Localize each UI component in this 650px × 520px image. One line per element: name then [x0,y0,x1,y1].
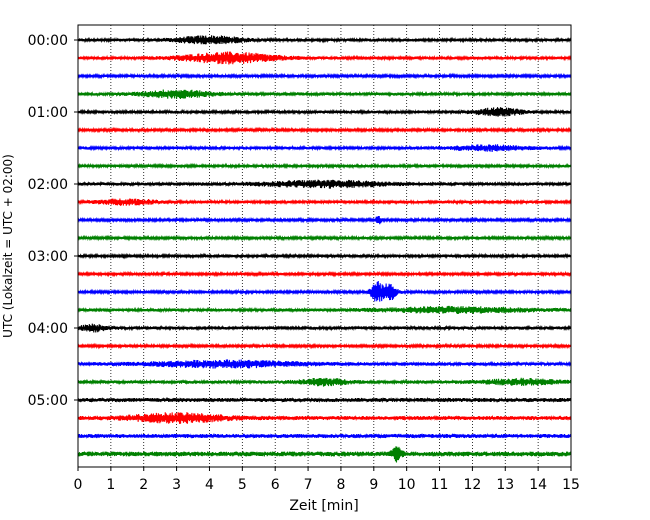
x-tick-label: 2 [139,477,148,493]
seismic-trace-0200 [77,179,572,189]
seismic-trace-0145 [77,162,572,170]
x-tick-label: 4 [205,477,214,493]
y-tick-label: 01:00 [28,105,68,121]
seismic-trace-0530 [77,432,572,440]
seismic-trace-0515 [77,412,572,424]
traces [77,35,572,463]
plot-frame [77,24,572,468]
x-tick-label: 12 [463,477,481,493]
x-tick-label: 8 [336,477,345,493]
seismic-trace-0015 [77,51,572,65]
x-tick-label: 7 [304,477,313,493]
seismic-trace-0000 [77,35,572,45]
seismic-trace-0230 [77,215,572,225]
x-axis-label: Zeit [min] [289,498,358,514]
seismic-trace-0300 [77,252,572,260]
seismic-trace-0115 [77,126,572,134]
seismic-trace-0215 [77,198,572,206]
seismic-trace-0445 [77,377,572,387]
x-tick-label: 9 [369,477,378,493]
seismic-trace-0430 [77,359,572,369]
seismic-trace-0400 [77,323,572,333]
seismic-trace-0100 [77,107,572,117]
y-tick-label: 03:00 [28,249,68,265]
x-tick-label: 13 [496,477,514,493]
seismic-trace-0130 [77,144,572,153]
seismic-trace-0245 [77,234,572,242]
x-tick-label: 14 [529,477,547,493]
x-tick-label: 5 [238,477,247,493]
seismic-trace-0030 [77,72,572,80]
x-tick-label: 11 [431,477,449,493]
x-tick-label: 10 [398,477,416,493]
x-axis: 0 1 2 3 4 5 6 7 8 9 10 11 12 13 14 15 [74,467,580,493]
x-tick-label: 6 [271,477,280,493]
y-tick-label: 00:00 [28,33,68,49]
seismic-trace-0345 [77,305,572,315]
seismic-trace-0415 [77,342,572,350]
y-tick-label: 04:00 [28,321,68,337]
seismic-trace-0315 [77,270,572,278]
x-tick-label: 0 [74,477,83,493]
seismic-trace-0045 [77,89,572,100]
x-tick-label: 1 [106,477,115,493]
y-tick-label: 02:00 [28,177,68,193]
x-tick-label: 15 [562,477,580,493]
seismic-trace-0330 [77,280,572,302]
y-axis-label: UTC (Lokalzeit = UTC + 02:00) [1,154,15,338]
x-tick-label: 3 [172,477,181,493]
seismic-trace-0500 [77,396,572,404]
y-axis: 00:00 01:00 02:00 03:00 04:00 05:00 [28,33,78,409]
seismic-trace-0545 [77,446,572,463]
y-tick-label: 05:00 [28,393,68,409]
